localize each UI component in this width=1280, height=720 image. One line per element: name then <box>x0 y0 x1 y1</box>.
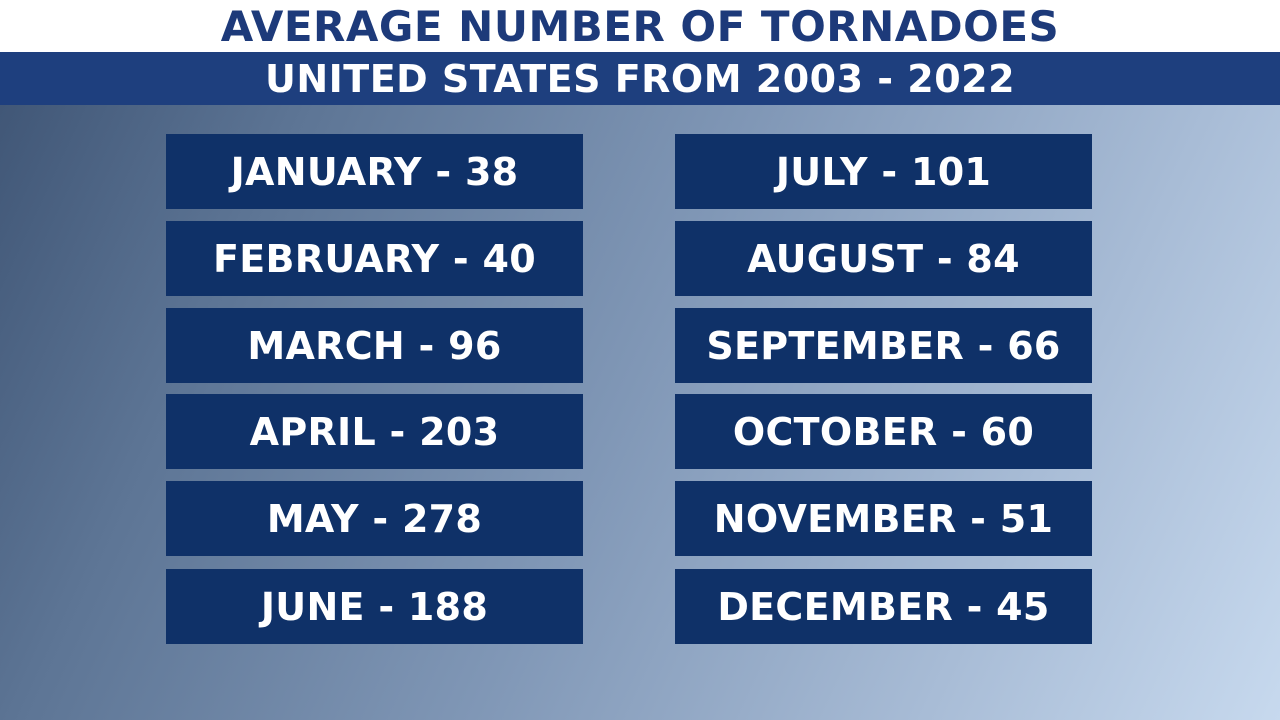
month-november: NOVEMBER - 51 <box>675 481 1092 556</box>
title-band <box>0 0 1280 52</box>
monthly-tornado-grid: JANUARY - 38 FEBRUARY - 40 MARCH - 96 AP… <box>166 134 1093 644</box>
month-april: APRIL - 203 <box>166 394 583 469</box>
month-june: JUNE - 188 <box>166 569 583 644</box>
month-july: JULY - 101 <box>675 134 1092 209</box>
month-january: JANUARY - 38 <box>166 134 583 209</box>
month-october: OCTOBER - 60 <box>675 394 1092 469</box>
month-february: FEBRUARY - 40 <box>166 221 583 296</box>
subtitle-band <box>0 52 1280 105</box>
month-march: MARCH - 96 <box>166 308 583 383</box>
month-may: MAY - 278 <box>166 481 583 556</box>
month-september: SEPTEMBER - 66 <box>675 308 1092 383</box>
month-december: DECEMBER - 45 <box>675 569 1092 644</box>
page-title: AVERAGE NUMBER OF TORNADOES <box>220 2 1060 51</box>
page-subtitle: UNITED STATES FROM 2003 - 2022 <box>264 57 1016 101</box>
month-august: AUGUST - 84 <box>675 221 1092 296</box>
